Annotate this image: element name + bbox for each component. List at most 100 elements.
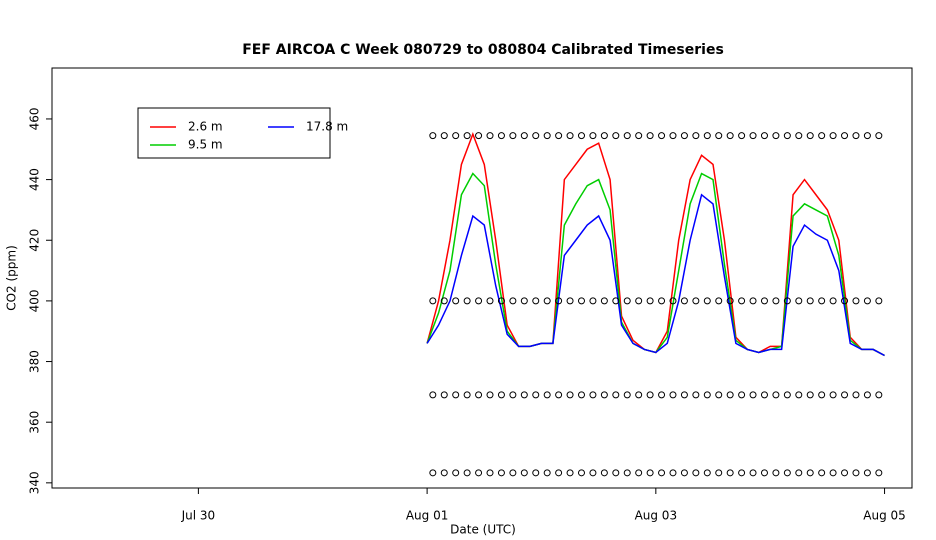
- calibration-point: [452, 297, 460, 305]
- calibration-point: [452, 469, 460, 477]
- calibration-point: [680, 469, 688, 477]
- calibration-point: [623, 297, 631, 305]
- calibration-point: [646, 469, 654, 477]
- calibration-point: [783, 391, 791, 399]
- calibration-point: [749, 391, 757, 399]
- calibration-point: [863, 469, 871, 477]
- legend: 2.6 m 9.5 m 17.8 m: [137, 107, 348, 159]
- calibration-point: [555, 391, 563, 399]
- calibration-point: [875, 469, 883, 477]
- calibration-point: [806, 132, 814, 140]
- y-tick-label: 420: [28, 229, 42, 252]
- calibration-point: [715, 469, 723, 477]
- calibration-point: [703, 469, 711, 477]
- calibration-point: [429, 297, 437, 305]
- calibration-point: [635, 297, 643, 305]
- calibration-point: [829, 297, 837, 305]
- calibration-point: [440, 297, 448, 305]
- calibration-point: [566, 469, 574, 477]
- calibration-point: [646, 297, 654, 305]
- calibration-point: [738, 132, 746, 140]
- calibration-point: [463, 469, 471, 477]
- calibration-point: [760, 132, 768, 140]
- calibration-point: [532, 132, 540, 140]
- calibration-point: [692, 297, 700, 305]
- calibration-point: [497, 297, 505, 305]
- calibration-point: [841, 469, 849, 477]
- series-line: [426, 193, 885, 357]
- calibration-point: [715, 132, 723, 140]
- calibration-point: [497, 469, 505, 477]
- calibration-point: [600, 132, 608, 140]
- calibration-point: [772, 469, 780, 477]
- calibration-point: [760, 391, 768, 399]
- calibration-point: [841, 132, 849, 140]
- calibration-point: [635, 469, 643, 477]
- calibration-point: [635, 391, 643, 399]
- calibration-point: [520, 297, 528, 305]
- calibration-point: [829, 132, 837, 140]
- calibration-point: [475, 297, 483, 305]
- calibration-point: [852, 132, 860, 140]
- calibration-point: [440, 469, 448, 477]
- calibration-point: [703, 297, 711, 305]
- calibration-point: [692, 469, 700, 477]
- calibration-point: [543, 297, 551, 305]
- calibration-point: [612, 132, 620, 140]
- calibration-point: [875, 132, 883, 140]
- calibration-point: [806, 391, 814, 399]
- calibration-point: [475, 469, 483, 477]
- calibration-point: [795, 391, 803, 399]
- calibration-point: [589, 297, 597, 305]
- calibration-point: [703, 391, 711, 399]
- series-line: [426, 172, 885, 357]
- calibration-point: [875, 391, 883, 399]
- calibration-point: [623, 132, 631, 140]
- calibration-point: [429, 391, 437, 399]
- legend-label: 2.6 m: [188, 120, 223, 134]
- legend-label: 17.8 m: [306, 120, 348, 134]
- calibration-point: [772, 391, 780, 399]
- calibration-point: [783, 297, 791, 305]
- calibration-point: [543, 132, 551, 140]
- calibration-point: [440, 132, 448, 140]
- calibration-point: [577, 469, 585, 477]
- calibration-point: [463, 391, 471, 399]
- calibration-point: [440, 391, 448, 399]
- calibration-point: [589, 132, 597, 140]
- y-tick-label: 440: [28, 168, 42, 191]
- calibration-point: [738, 391, 746, 399]
- calibration-point: [852, 297, 860, 305]
- calibration-point: [658, 391, 666, 399]
- calibration-point: [532, 469, 540, 477]
- calibration-point: [543, 469, 551, 477]
- calibration-point: [841, 391, 849, 399]
- calibration-point: [555, 132, 563, 140]
- x-tick-label: Aug 01: [406, 509, 449, 523]
- calibration-point: [852, 469, 860, 477]
- x-tick-label: Aug 03: [635, 509, 678, 523]
- calibration-point: [509, 391, 517, 399]
- calibration-point: [806, 297, 814, 305]
- calibration-point: [726, 391, 734, 399]
- calibration-point: [692, 132, 700, 140]
- calibration-point: [829, 469, 837, 477]
- calibration-point: [669, 297, 677, 305]
- calibration-point: [566, 132, 574, 140]
- calibration-point: [863, 391, 871, 399]
- calibration-point: [600, 297, 608, 305]
- calibration-point: [520, 469, 528, 477]
- calibration-point: [555, 469, 563, 477]
- calibration-point: [463, 297, 471, 305]
- calibration-point: [829, 391, 837, 399]
- calibration-point: [863, 132, 871, 140]
- y-tick-label: 380: [28, 350, 42, 373]
- calibration-point: [738, 469, 746, 477]
- y-axis-label: CO2 (ppm): [5, 245, 19, 311]
- calibration-point: [589, 469, 597, 477]
- calibration-point: [646, 391, 654, 399]
- calibration-point: [509, 132, 517, 140]
- calibration-point: [612, 469, 620, 477]
- calibration-point: [818, 469, 826, 477]
- calibration-point: [600, 469, 608, 477]
